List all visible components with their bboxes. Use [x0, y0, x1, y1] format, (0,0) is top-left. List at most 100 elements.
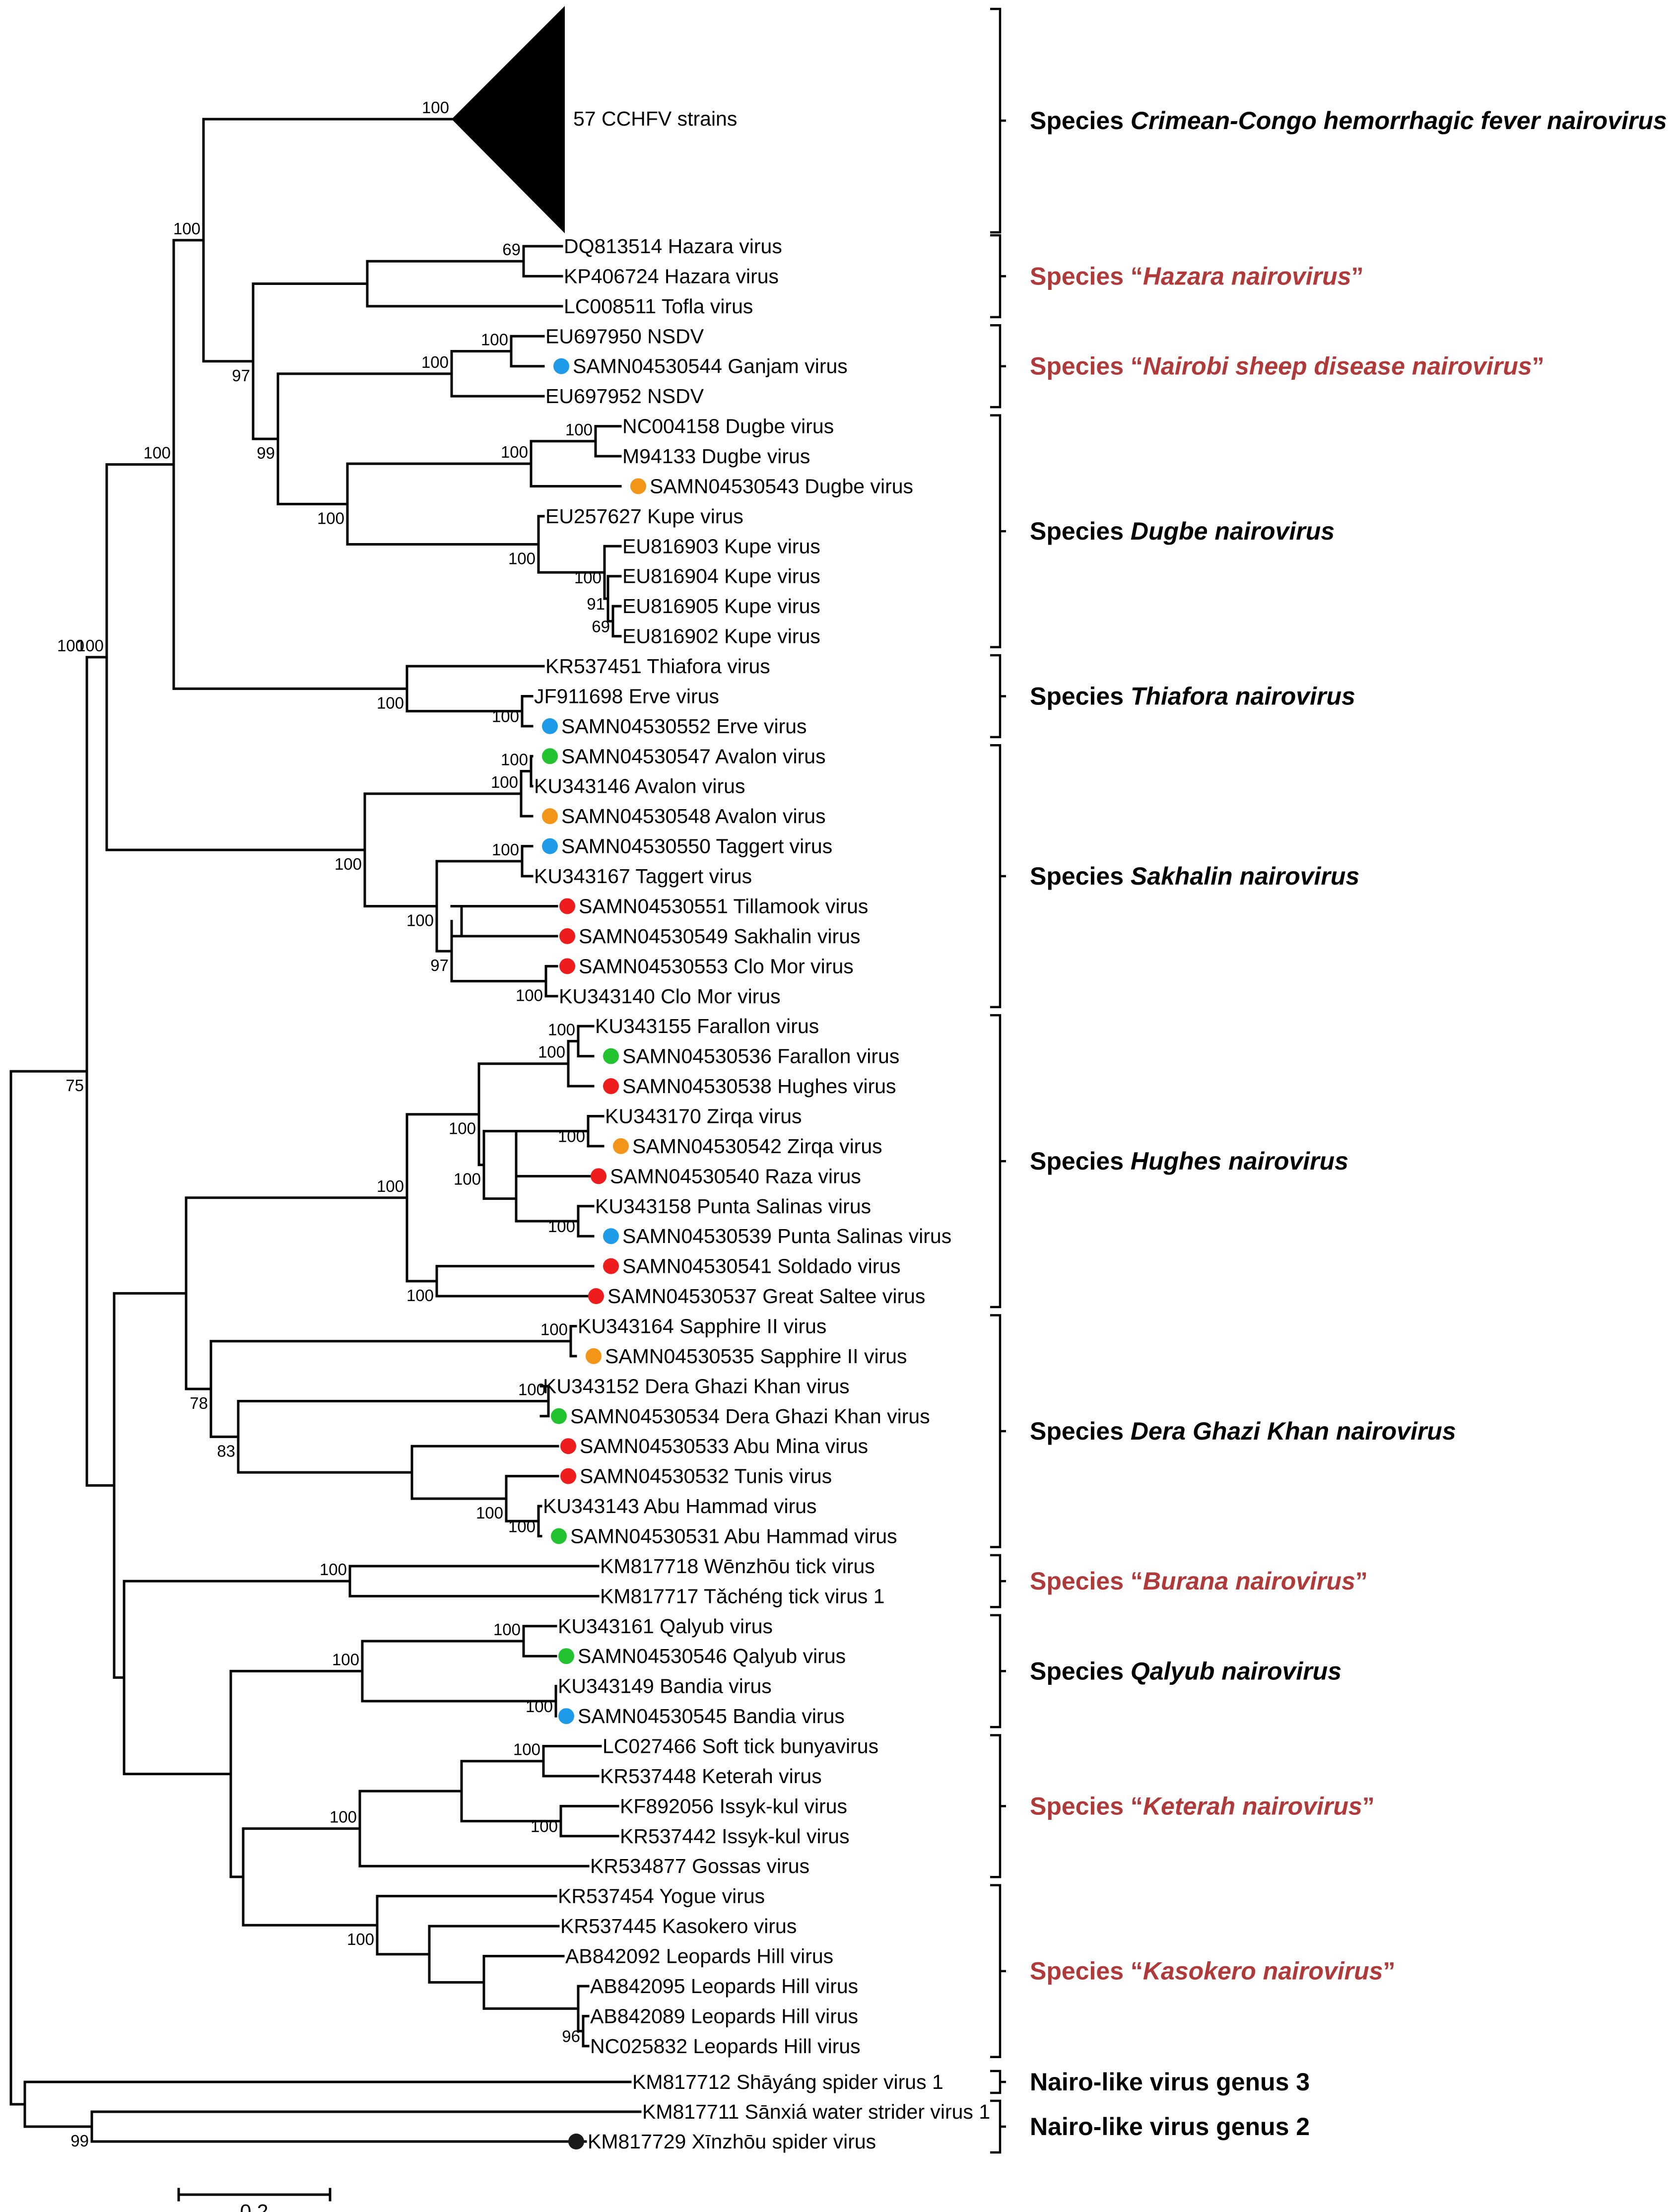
tip-label-zir2: SAMN04530542 Zirqa virus: [632, 1135, 882, 1158]
bootstrap-bur: 100: [320, 1560, 347, 1579]
collapsed-clade-label: 57 CCHFV strains: [573, 107, 737, 130]
tip-label-thi: KR537451 Thiafora virus: [545, 655, 770, 678]
species-label-5: Species Thiafora nairovirus: [1030, 682, 1355, 710]
collapsed-clade-bootstrap: 100: [422, 98, 449, 117]
tip-label-sol: SAMN04530541 Soldado virus: [622, 1255, 901, 1278]
tip-label-iss1: KF892056 Issyk-kul virus: [620, 1795, 847, 1817]
clade-brackets: [990, 7, 1006, 2154]
collapsed-clade-triangle: [452, 6, 565, 233]
dot-blue-pun2: [603, 1228, 619, 1244]
tip-labels: DQ813514 Hazara virus KP406724 Hazara vir…: [534, 235, 990, 2153]
tree-branches: [9, 118, 642, 2143]
tree-branch-paths: [9, 118, 642, 2143]
tip-label-hz2: KP406724 Hazara virus: [564, 265, 779, 287]
bootstrap-zr: 100: [454, 1170, 481, 1188]
bootstrap-root99: 99: [70, 2132, 89, 2150]
tip-label-yog: KR537454 Yogue virus: [558, 1885, 765, 1908]
clade-bracket-9: [990, 1554, 1006, 1608]
bootstrap-der: 100: [518, 1381, 545, 1399]
bootstrap-pun: 100: [548, 1217, 575, 1236]
tip-label-nsd1: EU697950 NSDV: [545, 325, 704, 347]
clade-bracket-12: [990, 1884, 1006, 2059]
bootstrap-upper: 100: [76, 636, 104, 655]
bootstrap-qb: 100: [332, 1650, 359, 1668]
dot-green-abh2: [551, 1528, 567, 1544]
tip-label-leo3: AB842089 Leopards Hill virus: [590, 2005, 858, 2027]
bootstrap-tag: 100: [492, 840, 519, 859]
bootstrap-dug: 100: [317, 509, 344, 527]
species-label-11: Species “Keterah nairovirus”: [1030, 1792, 1375, 1820]
bootstrap-dugB: 100: [501, 443, 528, 461]
species-label-3: Species “Nairobi sheep disease nairoviru…: [1030, 352, 1545, 380]
tip-label-sap1: KU343164 Sapphire II virus: [578, 1314, 826, 1337]
bootstrap-clo: 100: [516, 986, 543, 1005]
bootstrap-d78: 78: [190, 1394, 208, 1412]
bootstrap-dugA: 100: [565, 420, 593, 439]
tip-label-nsd2: EU697952 NSDV: [545, 385, 704, 408]
dot-blue-gan: [553, 358, 569, 374]
tip-label-kup5: EU816902 Kupe virus: [622, 625, 820, 648]
dot-blue-ban2: [558, 1708, 574, 1725]
tip-label-ban2: SAMN04530545 Bandia virus: [578, 1705, 845, 1728]
tip-label-qal1: KU343161 Qalyub virus: [558, 1615, 773, 1638]
clade-bracket-14: [990, 2099, 1006, 2154]
dot-orange-ava3: [542, 808, 558, 825]
species-label-14: Nairo-like virus genus 2: [1030, 2113, 1310, 2141]
bootstrap-n75: 75: [66, 1076, 84, 1095]
bootstrap-kupA: 69: [592, 617, 610, 635]
bootstrap-hg: 100: [449, 1119, 476, 1138]
dot-blue-erv2: [542, 718, 558, 734]
dot-green-ava1: [542, 748, 558, 764]
bootstrap-s97: 97: [430, 956, 449, 974]
bootstrap-ket: 100: [330, 1808, 357, 1826]
dot-red-raz: [591, 1168, 606, 1184]
dot-blue-tag1: [542, 838, 558, 854]
clade-bracket-11: [990, 1734, 1006, 1878]
tip-label-kup2: EU816903 Kupe virus: [622, 535, 820, 557]
tip-label-clo1: SAMN04530553 Clo Mor virus: [579, 955, 854, 977]
bootstrap-hz: 69: [502, 240, 521, 259]
tip-label-tag1: SAMN04530550 Taggert virus: [561, 835, 832, 858]
bootstrap-nsdDug: 99: [257, 444, 275, 462]
dot-red-gre: [588, 1288, 604, 1305]
bootstrap-farB: 100: [538, 1043, 565, 1061]
species-label-12: Species “Kasokero nairovirus”: [1030, 1957, 1395, 1985]
dot-red-til: [559, 898, 575, 914]
species-label-8: Species Dera Ghazi Khan nairovirus: [1030, 1417, 1456, 1445]
dot-orange-sap2: [586, 1348, 602, 1364]
tip-label-pun1: KU343158 Punta Salinas virus: [595, 1195, 871, 1218]
clade-bracket-3: [990, 324, 1006, 409]
bootstrap-hzNsd: 97: [232, 366, 250, 385]
dot-orange-dug3: [630, 478, 646, 494]
tip-label-ava3: SAMN04530548 Avalon virus: [561, 805, 826, 828]
tip-label-dug2: M94133 Dugbe virus: [622, 445, 810, 468]
tip-label-kas: KR537445 Kasokero virus: [560, 1915, 797, 1937]
bootstrap-root: 100: [57, 636, 84, 655]
dot-red-hug: [603, 1078, 619, 1095]
tip-label-sap2: SAMN04530535 Sapphire II virus: [605, 1345, 907, 1368]
tip-label-gos: KR534877 Gossas virus: [590, 1855, 809, 1877]
bootstrap-tun: 100: [476, 1504, 503, 1522]
tip-label-tac: KM817717 Tǎchéng tick virus 1: [600, 1585, 885, 1607]
species-label-9: Species “Burana nairovirus”: [1030, 1567, 1368, 1595]
clade-bracket-13: [990, 2070, 1006, 2094]
tip-label-raz: SAMN04530540 Raza virus: [610, 1165, 861, 1187]
species-label-4: Species Dugbe nairovirus: [1030, 517, 1335, 545]
tip-label-ban1: KU343149 Bandia virus: [558, 1675, 772, 1698]
species-label-1: Species Crimean-Congo hemorrhagic fever …: [1030, 107, 1667, 135]
bootstrap-nsdA: 100: [481, 331, 508, 349]
species-label-7: Species Hughes nairovirus: [1030, 1147, 1348, 1175]
tip-label-clo2: KU343140 Clo Mor virus: [559, 985, 781, 1008]
clade-bracket-6: [990, 744, 1006, 1008]
bootstrap-nsdB: 100: [421, 353, 449, 371]
bootstrap-hug: 100: [377, 1177, 404, 1195]
bootstrap-zir: 100: [558, 1127, 585, 1146]
tip-label-sof: LC027466 Soft tick bunyavirus: [603, 1735, 878, 1758]
scale-bar-label: 0.2: [240, 2200, 269, 2212]
dot-red-tun: [560, 1468, 576, 1484]
dot-black-xin: [568, 2134, 584, 2149]
tip-label-dug1: NC004158 Dugbe virus: [622, 415, 834, 438]
tip-label-gre: SAMN04530537 Great Saltee virus: [607, 1285, 925, 1308]
tip-label-gan: SAMN04530544 Ganjam virus: [573, 355, 848, 378]
